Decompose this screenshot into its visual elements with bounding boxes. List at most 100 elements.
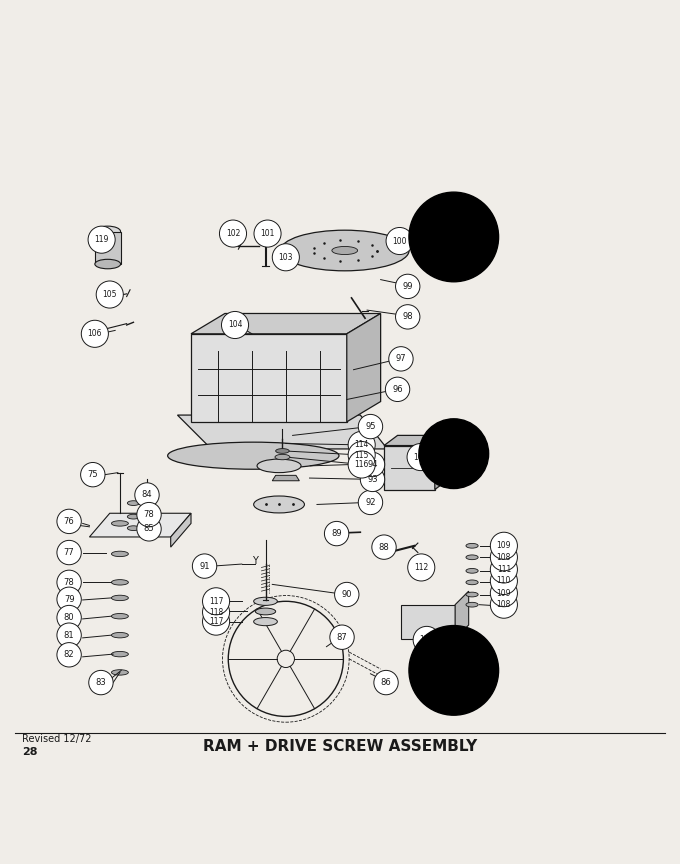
Text: 117: 117 [209,597,223,606]
Text: 85: 85 [143,524,154,533]
Text: 108: 108 [496,553,511,562]
Text: 113: 113 [420,635,434,645]
Circle shape [89,670,113,695]
Text: 98: 98 [403,313,413,321]
Circle shape [386,378,410,402]
Ellipse shape [112,580,129,585]
Ellipse shape [280,230,409,270]
Ellipse shape [466,569,478,573]
Text: 103: 103 [279,253,293,262]
Ellipse shape [112,521,129,526]
Polygon shape [90,513,191,537]
Circle shape [389,346,413,371]
Text: 95: 95 [365,422,376,431]
Text: 88: 88 [379,543,390,551]
Ellipse shape [275,448,289,454]
Text: 109: 109 [496,588,511,598]
Polygon shape [272,475,299,480]
Circle shape [203,599,230,626]
Circle shape [360,467,385,492]
Circle shape [324,521,349,546]
Circle shape [222,311,249,339]
Text: 91: 91 [199,562,210,570]
Text: 116: 116 [354,460,369,469]
Polygon shape [171,513,191,547]
Circle shape [137,517,161,541]
Text: 101: 101 [260,229,275,238]
Circle shape [88,226,115,253]
Circle shape [419,419,489,488]
Ellipse shape [112,613,129,619]
Circle shape [372,535,396,559]
Circle shape [358,415,383,439]
Text: 107: 107 [413,453,428,461]
Polygon shape [95,232,120,264]
Text: 106: 106 [88,329,102,339]
Text: 77: 77 [64,548,75,557]
Text: 78: 78 [64,578,75,587]
Text: 108: 108 [496,600,511,609]
Circle shape [348,451,375,478]
Ellipse shape [112,670,129,675]
Text: 119: 119 [95,235,109,245]
Text: 117: 117 [209,617,223,626]
Circle shape [335,582,359,607]
Circle shape [490,532,517,559]
Polygon shape [435,435,448,490]
Text: Y: Y [252,556,258,566]
Circle shape [330,625,354,650]
Circle shape [490,591,517,619]
Ellipse shape [256,608,275,615]
Circle shape [57,570,82,594]
Circle shape [57,587,82,612]
Text: 76: 76 [64,517,75,526]
Text: 90: 90 [341,590,352,599]
Circle shape [407,443,434,471]
Polygon shape [191,314,381,334]
Text: RAM + DRIVE SCREW ASSEMBLY: RAM + DRIVE SCREW ASSEMBLY [203,739,477,753]
Ellipse shape [127,501,139,505]
Text: 87: 87 [337,632,347,642]
Circle shape [57,606,82,630]
Circle shape [254,220,281,247]
Text: 94: 94 [367,460,378,469]
Circle shape [96,281,123,308]
Text: 104: 104 [228,321,242,329]
Ellipse shape [466,555,478,560]
Circle shape [348,442,375,468]
Text: 96: 96 [392,384,403,394]
Circle shape [57,643,82,667]
Circle shape [348,431,375,459]
Ellipse shape [112,651,129,657]
Text: 75: 75 [88,470,98,480]
Ellipse shape [95,259,120,269]
Ellipse shape [276,258,288,264]
Circle shape [135,483,159,507]
Circle shape [57,623,82,647]
Ellipse shape [466,602,478,607]
Circle shape [57,509,82,534]
Text: 115: 115 [354,450,369,460]
Circle shape [272,244,299,270]
Ellipse shape [127,514,139,519]
Text: 93: 93 [367,475,378,484]
Circle shape [386,227,413,255]
Circle shape [490,568,517,594]
Text: 89: 89 [331,529,342,538]
Text: 92: 92 [365,498,376,507]
Text: 81: 81 [64,631,74,639]
Text: 86: 86 [381,678,392,687]
Ellipse shape [168,442,339,469]
Text: 111: 111 [497,565,511,574]
Circle shape [413,626,440,653]
Circle shape [396,305,420,329]
Ellipse shape [112,632,129,638]
Text: 80: 80 [64,613,74,622]
Circle shape [203,608,230,635]
Circle shape [57,540,82,565]
Polygon shape [347,314,381,422]
Circle shape [374,670,398,695]
Circle shape [360,453,385,477]
Polygon shape [455,591,469,638]
Circle shape [203,588,230,615]
